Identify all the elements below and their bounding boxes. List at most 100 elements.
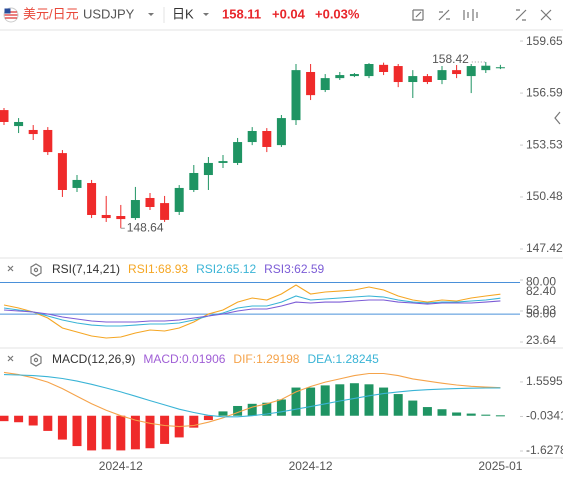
- macd-bar: [437, 409, 447, 416]
- macd-bar: [14, 415, 24, 423]
- pair-name[interactable]: 美元/日元: [23, 6, 79, 21]
- macd-bar: [130, 415, 140, 450]
- close-icon[interactable]: [7, 265, 14, 272]
- macd-bar: [218, 411, 228, 416]
- legend-entry: MACD:0.01906: [143, 352, 225, 366]
- candle-body: [481, 65, 491, 71]
- candle-body: [87, 183, 97, 215]
- tool-icon[interactable]: [412, 9, 424, 21]
- settings-icon-dot: [33, 267, 39, 273]
- y-tick-label: 147.42: [526, 241, 563, 255]
- macd-bar: [320, 385, 330, 416]
- candle-body: [233, 142, 243, 163]
- settings-icon[interactable]: [30, 263, 42, 277]
- candle-body: [174, 187, 184, 212]
- candle-body: [335, 75, 345, 79]
- macd-bar: [481, 414, 491, 416]
- macd-bar: [364, 384, 374, 416]
- indicator-title: MACD(12,26,9): [52, 352, 135, 366]
- candle-body: [14, 121, 24, 127]
- candle-body: [276, 118, 286, 146]
- close-icon[interactable]: [7, 355, 14, 362]
- candle-body: [116, 216, 126, 220]
- macd-bar: [43, 415, 53, 431]
- indicator-line: [3, 374, 501, 418]
- y-tick-label: 159.65: [526, 34, 563, 48]
- settings-icon-dot: [33, 357, 39, 363]
- macd-bar: [393, 394, 403, 416]
- macd-bar: [189, 415, 199, 428]
- candle-body: [203, 162, 213, 176]
- macd-bar: [203, 415, 213, 421]
- price: 158.11: [222, 6, 261, 21]
- candle-body: [43, 129, 53, 153]
- macd-bar: [72, 415, 82, 447]
- macd-bar: [349, 383, 359, 416]
- indicator-line: [3, 371, 501, 428]
- x-tick-label: 2024-12: [99, 459, 143, 473]
- candle-body: [393, 66, 403, 83]
- symbol[interactable]: USDJPY: [83, 6, 135, 21]
- low-annotation: 148.64: [127, 220, 164, 234]
- legend-entry: RSI2:65.12: [196, 262, 256, 276]
- candle-body: [466, 66, 476, 77]
- legend-entry: RSI3:62.59: [264, 262, 324, 276]
- macd-bar: [101, 415, 111, 450]
- candle-body: [28, 129, 38, 135]
- flag-icon: [3, 7, 19, 23]
- candle-body: [408, 76, 418, 83]
- candle-body: [320, 78, 330, 91]
- y-tick-label: -1.62783: [526, 443, 563, 457]
- x-tick-label: 2025-01: [478, 459, 522, 473]
- y-tick-label: 53.03: [526, 303, 556, 317]
- macd-bar: [87, 415, 97, 451]
- indicator-title: RSI(7,14,21): [52, 262, 120, 276]
- macd-bar: [57, 415, 67, 440]
- macd-bar: [422, 407, 432, 416]
- macd-bar: [116, 415, 126, 451]
- candle-body: [379, 64, 389, 72]
- dropdown-arrow[interactable]: [203, 13, 209, 16]
- indicator-line: [3, 295, 501, 327]
- change-percent: +0.03%: [315, 6, 360, 21]
- reference-label: 80.00: [526, 275, 556, 289]
- settings-icon[interactable]: [30, 353, 42, 367]
- candle-body: [57, 153, 67, 190]
- macd-bar: [233, 405, 243, 416]
- tool-icon[interactable]: [438, 9, 450, 21]
- toolbar[interactable]: [412, 9, 552, 21]
- macd-bar: [379, 387, 389, 416]
- macd-bar: [335, 384, 345, 416]
- candle-body: [437, 70, 447, 80]
- change: +0.04: [272, 6, 306, 21]
- macd-bar: [145, 415, 155, 449]
- period[interactable]: 日K: [172, 6, 194, 21]
- candle-body: [306, 71, 316, 96]
- indicator-line: [3, 284, 501, 339]
- candle-body: [247, 130, 257, 143]
- tool-icon[interactable]: [540, 9, 552, 21]
- macd-bar: [466, 413, 476, 416]
- candle-body: [349, 74, 359, 77]
- candle-body: [145, 197, 155, 207]
- y-tick-label: 1.55953: [526, 374, 563, 388]
- macd-bar: [0, 415, 9, 422]
- y-tick-label: 82.40: [526, 284, 556, 298]
- candle-body: [291, 70, 301, 121]
- candle-body: [101, 214, 111, 219]
- macd-bar: [276, 399, 286, 416]
- legend-entry: RSI1:68.93: [128, 262, 188, 276]
- tool-icon[interactable]: [463, 9, 478, 21]
- candle-body: [452, 70, 462, 75]
- dropdown-arrow[interactable]: [148, 13, 154, 16]
- macd-bar: [408, 400, 418, 416]
- collapse-arrow[interactable]: [554, 111, 561, 125]
- candle-body: [495, 67, 505, 69]
- rsi-controls[interactable]: [7, 263, 42, 367]
- y-tick-label: -0.03415: [526, 409, 563, 423]
- candle-body: [0, 110, 9, 122]
- candle-body: [364, 64, 374, 77]
- legend-entry: DEA:1.28245: [307, 352, 379, 366]
- legend-entry: DIF:1.29198: [233, 352, 299, 366]
- tool-icon[interactable]: [515, 9, 527, 21]
